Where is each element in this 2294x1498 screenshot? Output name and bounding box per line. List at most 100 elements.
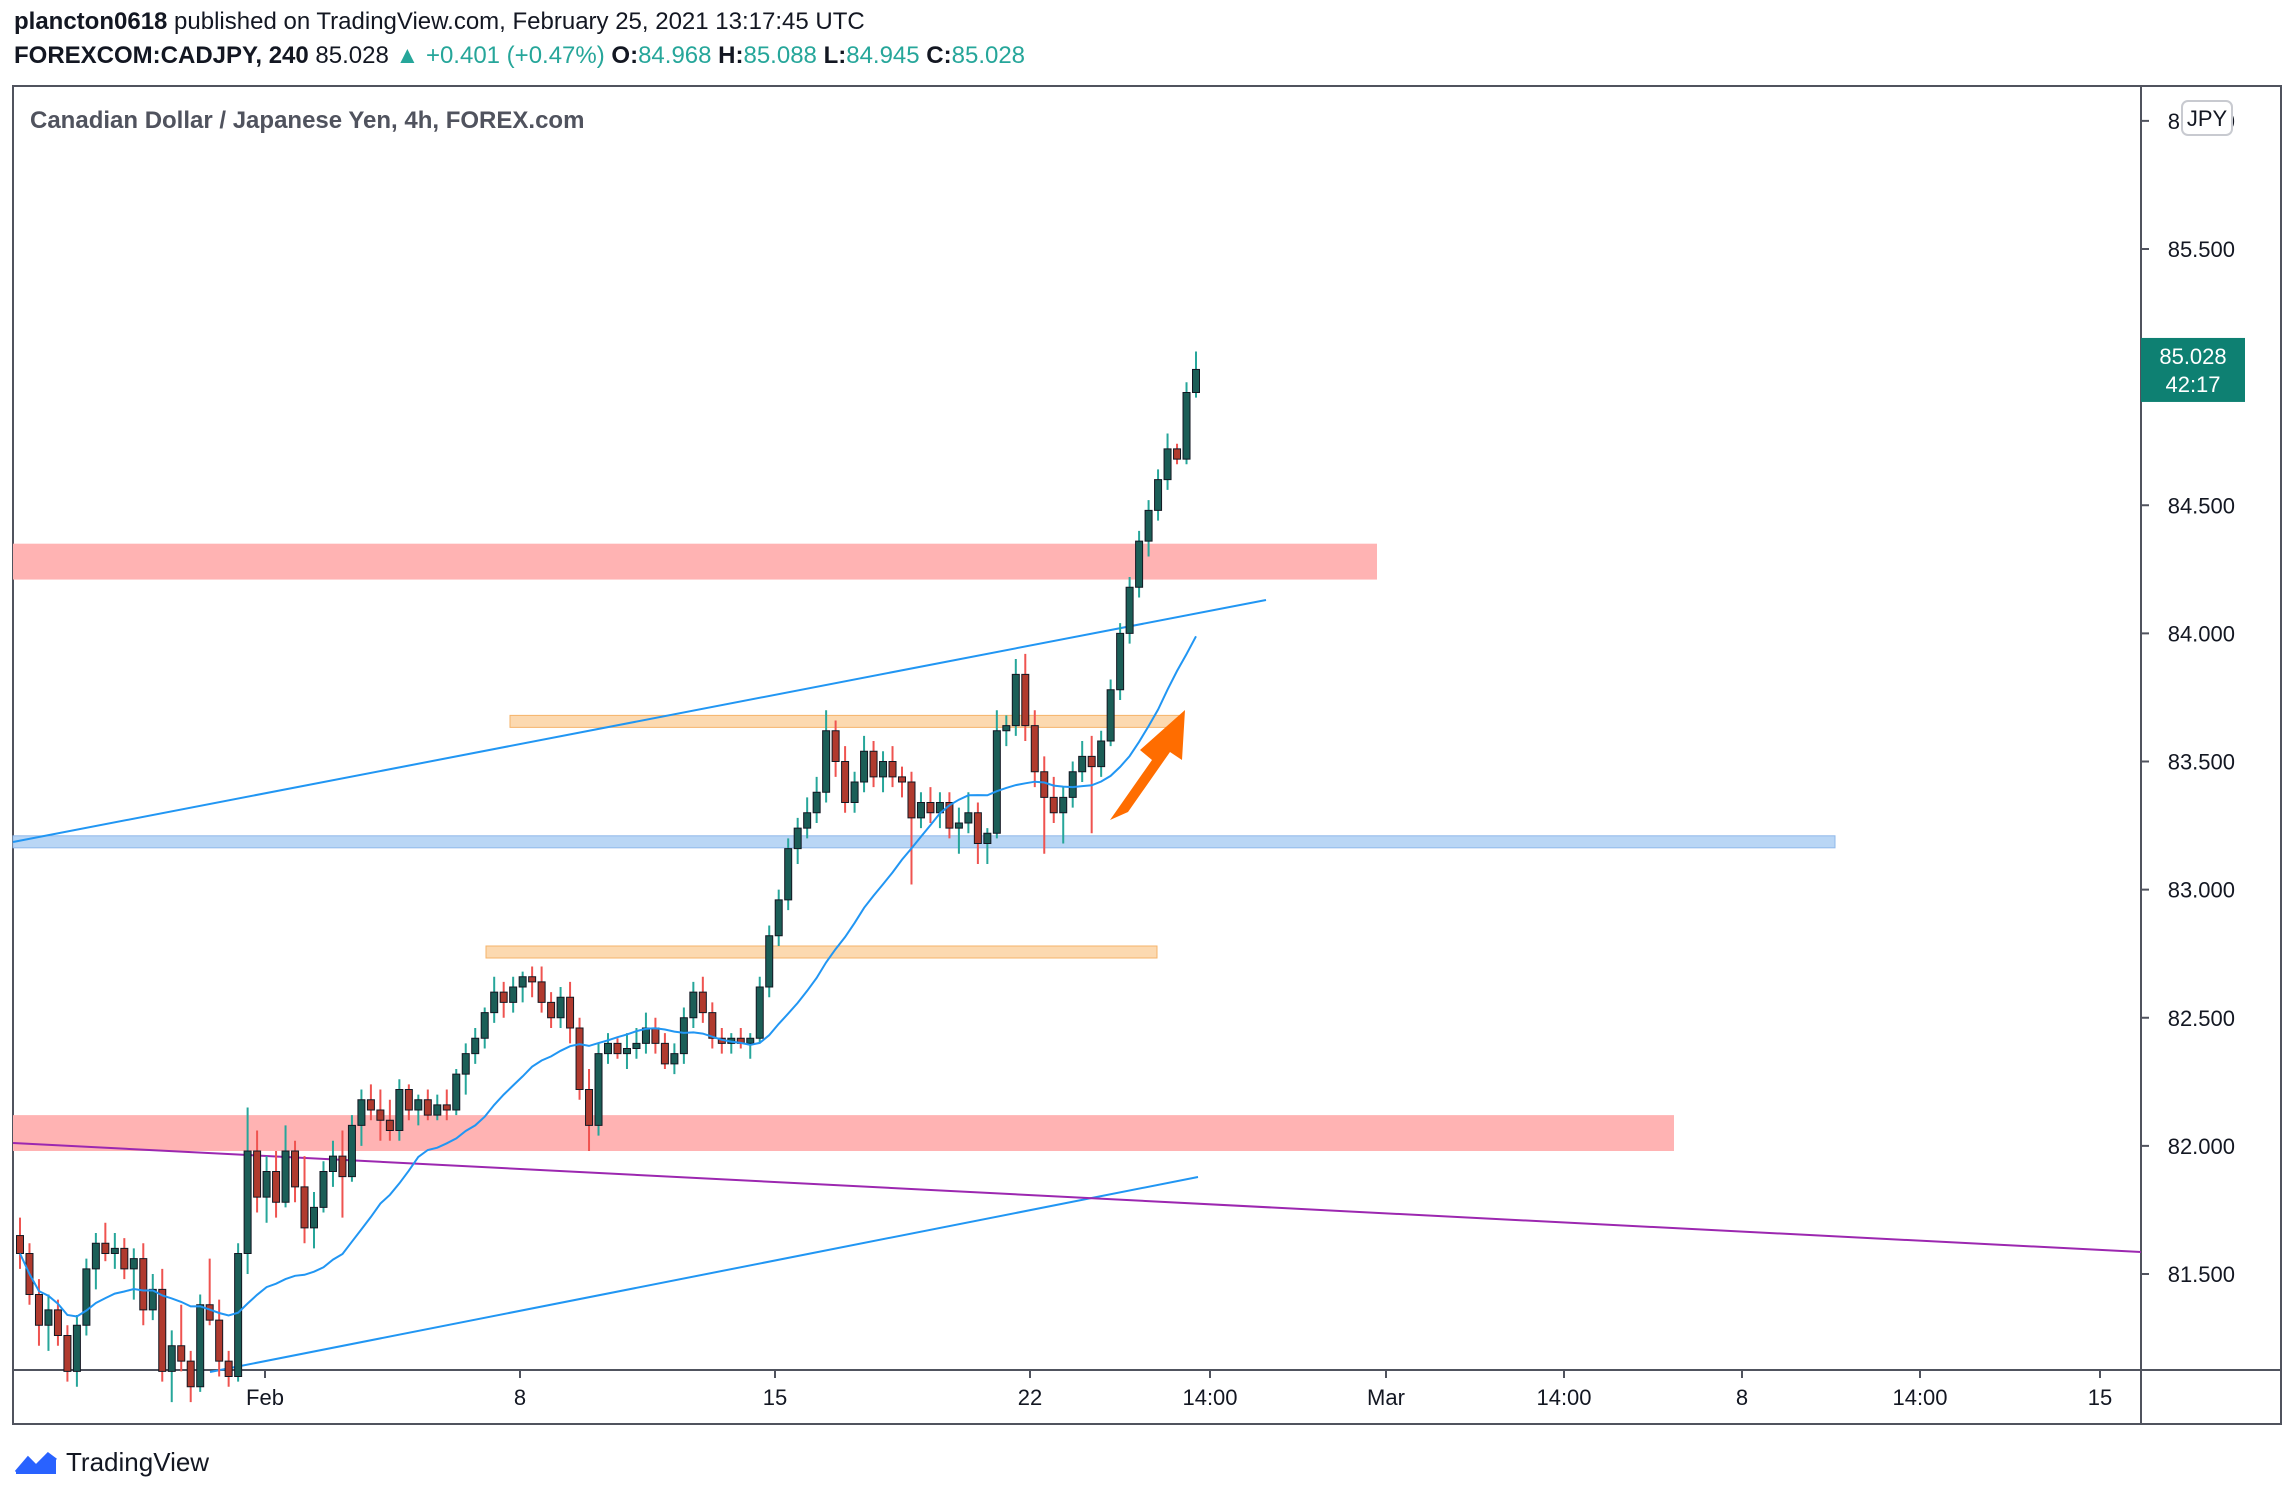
candle-body — [1116, 632, 1125, 691]
candle — [1078, 741, 1087, 782]
candle — [129, 1248, 138, 1300]
symbol-info: FOREXCOM:CADJPY, 240 85.028 ▲ +0.401 (+0… — [14, 42, 1025, 70]
candle — [243, 1107, 252, 1274]
candle-body — [670, 1053, 679, 1065]
candle-body — [272, 1171, 281, 1203]
candle-body — [120, 1247, 129, 1270]
candle — [812, 776, 821, 823]
candle — [841, 746, 850, 813]
bar-countdown: 42:17 — [2165, 372, 2220, 397]
candle — [594, 1043, 603, 1136]
y-tick-label: 82.000 — [2168, 1134, 2235, 1159]
y-tick-label: 83.000 — [2168, 878, 2235, 903]
candle-body — [556, 996, 565, 1019]
candle-body — [888, 761, 897, 778]
currency-badge[interactable]: JPY — [2181, 100, 2233, 136]
candle-body — [632, 1042, 641, 1049]
tradingview-footer[interactable]: TradingView — [14, 1447, 209, 1478]
x-tick-label: 15 — [2088, 1385, 2112, 1410]
y-tick-label: 81.500 — [2168, 1262, 2235, 1287]
candle-body — [1097, 740, 1106, 768]
candle — [585, 1069, 594, 1151]
candle-body — [679, 1017, 688, 1055]
candle — [1182, 382, 1191, 465]
candle — [879, 751, 888, 793]
y-tick-label: 84.500 — [2168, 493, 2235, 518]
candle-body — [281, 1150, 290, 1203]
candle-body — [879, 761, 888, 778]
candle-body — [433, 1104, 442, 1116]
low-label: L: — [823, 42, 847, 69]
candle-body — [366, 1099, 375, 1111]
x-tick-label: 22 — [1018, 1385, 1042, 1410]
author-name[interactable]: plancton0618 — [14, 8, 168, 35]
candle — [916, 792, 925, 829]
x-tick-label: 14:00 — [1182, 1385, 1237, 1410]
candle-body — [622, 1048, 631, 1055]
candle-body — [1106, 689, 1115, 742]
candle — [784, 838, 793, 911]
candle-body — [205, 1304, 214, 1321]
candle-body — [850, 781, 859, 803]
candle-body — [423, 1099, 432, 1116]
candle — [1030, 710, 1039, 788]
candle-body — [300, 1186, 309, 1229]
change-arrow-icon: ▲ — [395, 42, 420, 69]
candle — [1154, 469, 1163, 521]
candle-body — [1059, 796, 1068, 814]
candle-body — [689, 991, 698, 1019]
y-tick-label: 85.500 — [2168, 237, 2235, 262]
candle-body — [774, 899, 783, 937]
x-tick-label: 8 — [1736, 1385, 1748, 1410]
candles-layer — [16, 351, 1200, 1403]
open-label: O: — [611, 42, 639, 69]
candle-body — [177, 1345, 186, 1362]
candle — [253, 1130, 262, 1213]
candle-body — [992, 730, 1001, 834]
candle-body — [1021, 673, 1030, 727]
candle-body — [328, 1155, 337, 1172]
publish-info: plancton0618 published on TradingView.co… — [14, 8, 865, 36]
high-label: H: — [718, 42, 744, 69]
candle — [120, 1238, 129, 1280]
candle — [82, 1258, 91, 1336]
candle — [992, 710, 1001, 839]
candle — [945, 792, 954, 839]
candle-body — [1049, 796, 1058, 814]
candle-body — [442, 1104, 451, 1111]
candle — [613, 1038, 622, 1059]
candle-body — [291, 1150, 300, 1188]
tradingview-brand: TradingView — [66, 1447, 210, 1477]
candle — [746, 1033, 755, 1059]
candle-body — [1182, 392, 1191, 460]
close-value: 85.028 — [951, 42, 1026, 69]
published-text: published on TradingView.com, February 2… — [167, 8, 865, 35]
candle-body — [793, 827, 802, 850]
candle — [670, 1043, 679, 1075]
candle — [566, 981, 575, 1044]
candle — [869, 741, 878, 788]
resistance-zone-upper — [13, 543, 1377, 580]
candle — [423, 1089, 432, 1121]
upper-trend-line — [12, 599, 1267, 843]
candle — [831, 720, 840, 777]
candle — [471, 1028, 480, 1064]
candle-body — [585, 1089, 594, 1126]
candle — [291, 1140, 300, 1203]
candle — [196, 1294, 205, 1392]
candle — [480, 1007, 489, 1049]
trend-arrow-shape — [1110, 710, 1185, 820]
candle-body — [1002, 725, 1011, 732]
candle — [632, 1028, 641, 1059]
candle — [72, 1315, 81, 1387]
candle-body — [1087, 755, 1096, 768]
candle — [101, 1222, 110, 1262]
y-tick-label: 83.500 — [2168, 750, 2235, 775]
low-value: 84.945 — [846, 42, 920, 69]
currency-badge-label: JPY — [2187, 106, 2228, 131]
candle-body — [44, 1309, 53, 1326]
candle — [698, 976, 707, 1023]
candle-body — [253, 1150, 262, 1198]
candle-body — [509, 986, 518, 1003]
